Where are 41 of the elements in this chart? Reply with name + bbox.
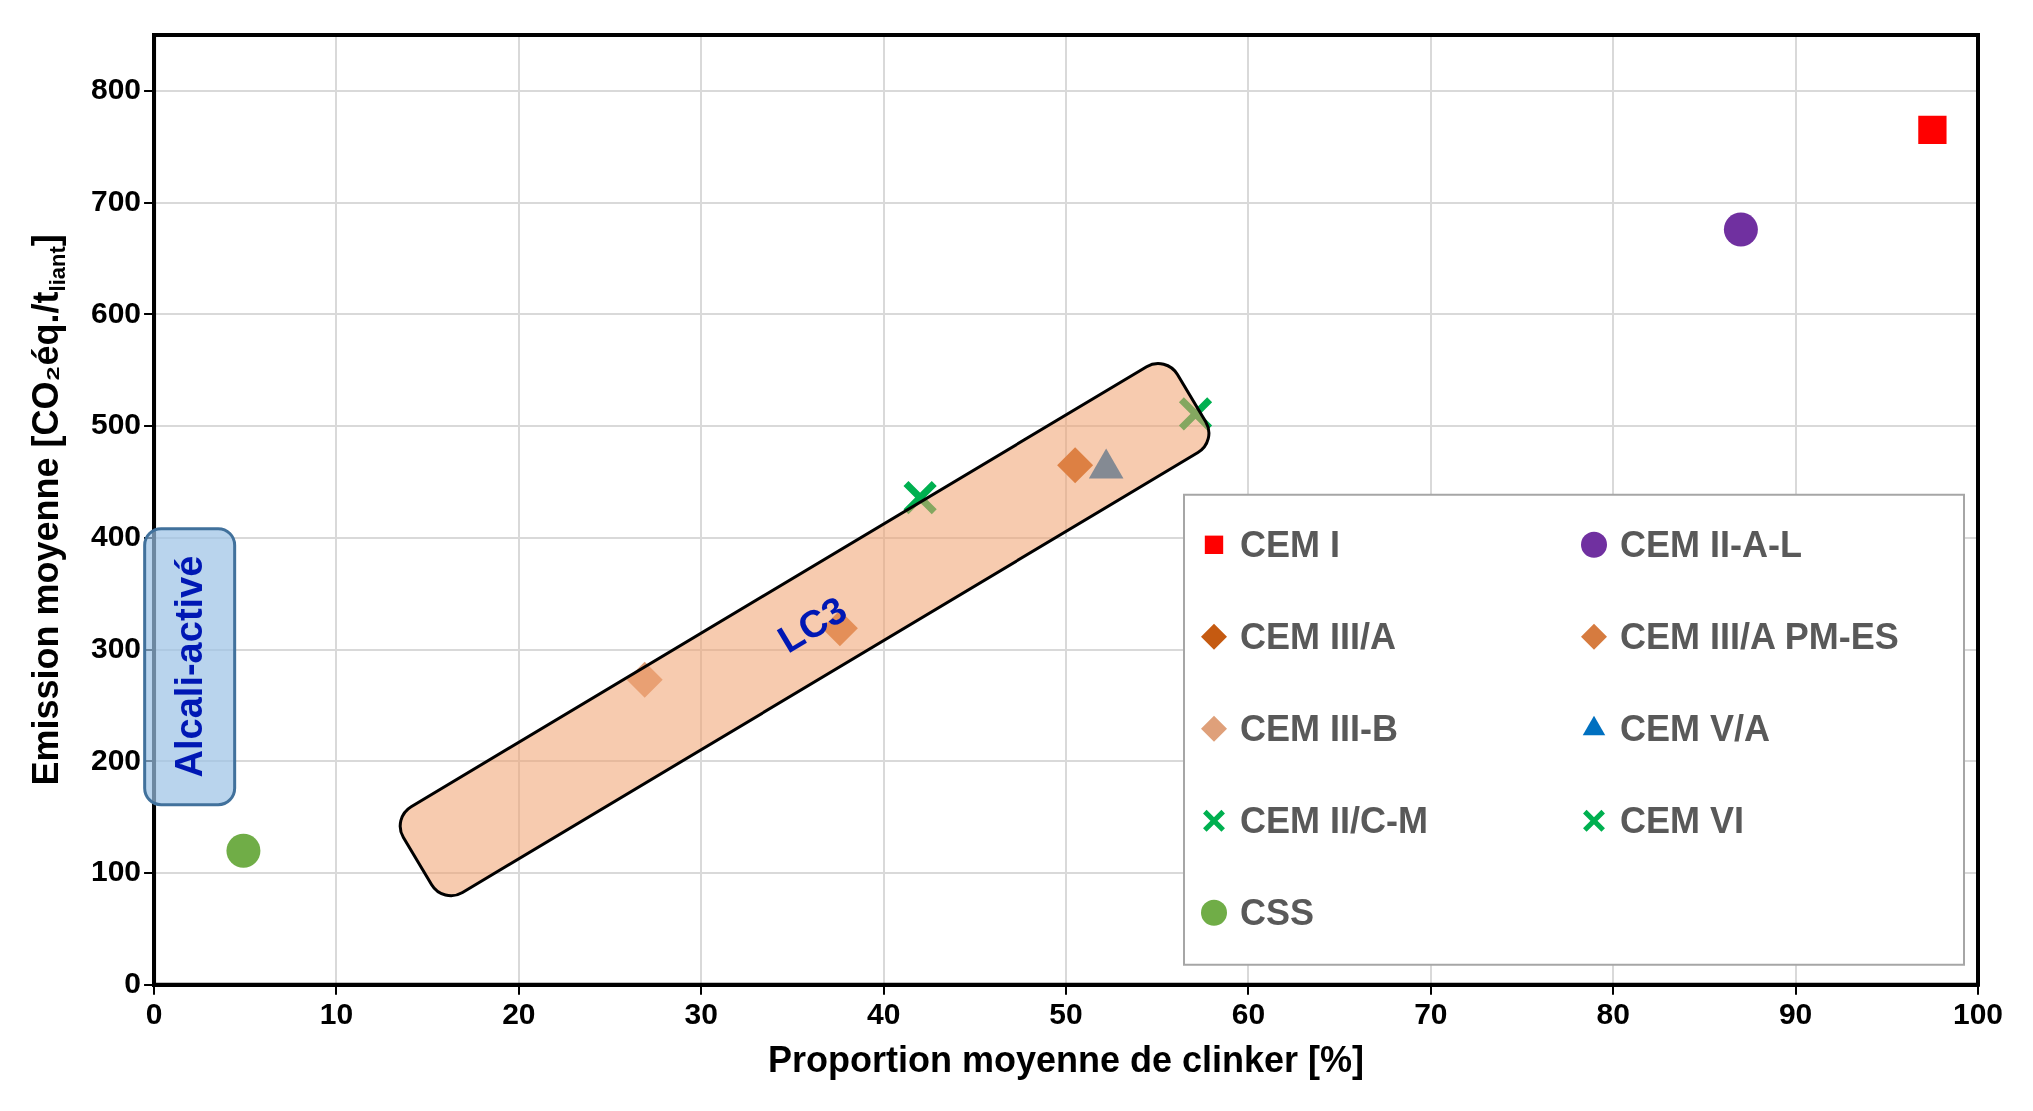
x-tick-label: 30 — [684, 997, 718, 1031]
x-tick-label: 70 — [1414, 997, 1448, 1031]
y-tick-label: 200 — [90, 742, 142, 776]
x-tick-label: 10 — [319, 997, 354, 1031]
legend-label: CEM III/A — [1240, 615, 1397, 657]
x-tick-label: 0 — [145, 997, 163, 1031]
y-tick-label: 400 — [90, 519, 142, 553]
point — [1057, 447, 1094, 484]
x-tick-label: 90 — [1778, 997, 1813, 1031]
x-tick-label: 40 — [866, 997, 901, 1031]
point — [226, 833, 261, 868]
rounded-box: Alcali-activé — [143, 526, 237, 806]
legend-label: CEM II/C-M — [1240, 799, 1428, 841]
y-tick-label: 700 — [90, 183, 142, 217]
y-tick-label: 800 — [90, 72, 142, 106]
y-tick-label: 500 — [90, 407, 142, 441]
y-tick-label: 0 — [124, 966, 142, 1000]
y-tick-label: 300 — [90, 630, 142, 664]
annotation: Alcali-activé — [168, 555, 212, 778]
legend-label: CEM III/A PM-ES — [1620, 615, 1899, 657]
x-tick-label: 100 — [1952, 997, 2004, 1031]
x-axis-title: Proportion moyenne de clinker [%] — [767, 1039, 1365, 1081]
x-tick-label: 80 — [1596, 997, 1630, 1031]
legend-label: CEM I — [1240, 523, 1341, 565]
x-tick-label: 50 — [1049, 997, 1083, 1031]
legend-label: CEM VI — [1620, 799, 1745, 841]
point — [1177, 396, 1214, 432]
y-tick-label: 100 — [90, 854, 142, 888]
point — [1918, 115, 1947, 145]
point — [626, 661, 663, 698]
x-tick-label: 20 — [502, 997, 536, 1031]
legend-label: CEM V/A — [1620, 707, 1771, 749]
point — [1723, 212, 1758, 247]
y-axis-title: Emission moyenne [CO₂éq./tliant] — [24, 234, 70, 786]
legend-label: CEM III-B — [1240, 707, 1398, 749]
y-tick-label: 600 — [90, 295, 142, 329]
legend-label: CEM II-A-L — [1620, 523, 1802, 565]
x-tick-label: 60 — [1231, 997, 1266, 1031]
point — [902, 479, 938, 516]
legend-label: CSS — [1240, 891, 1315, 933]
annotation: LC3 — [770, 588, 855, 662]
